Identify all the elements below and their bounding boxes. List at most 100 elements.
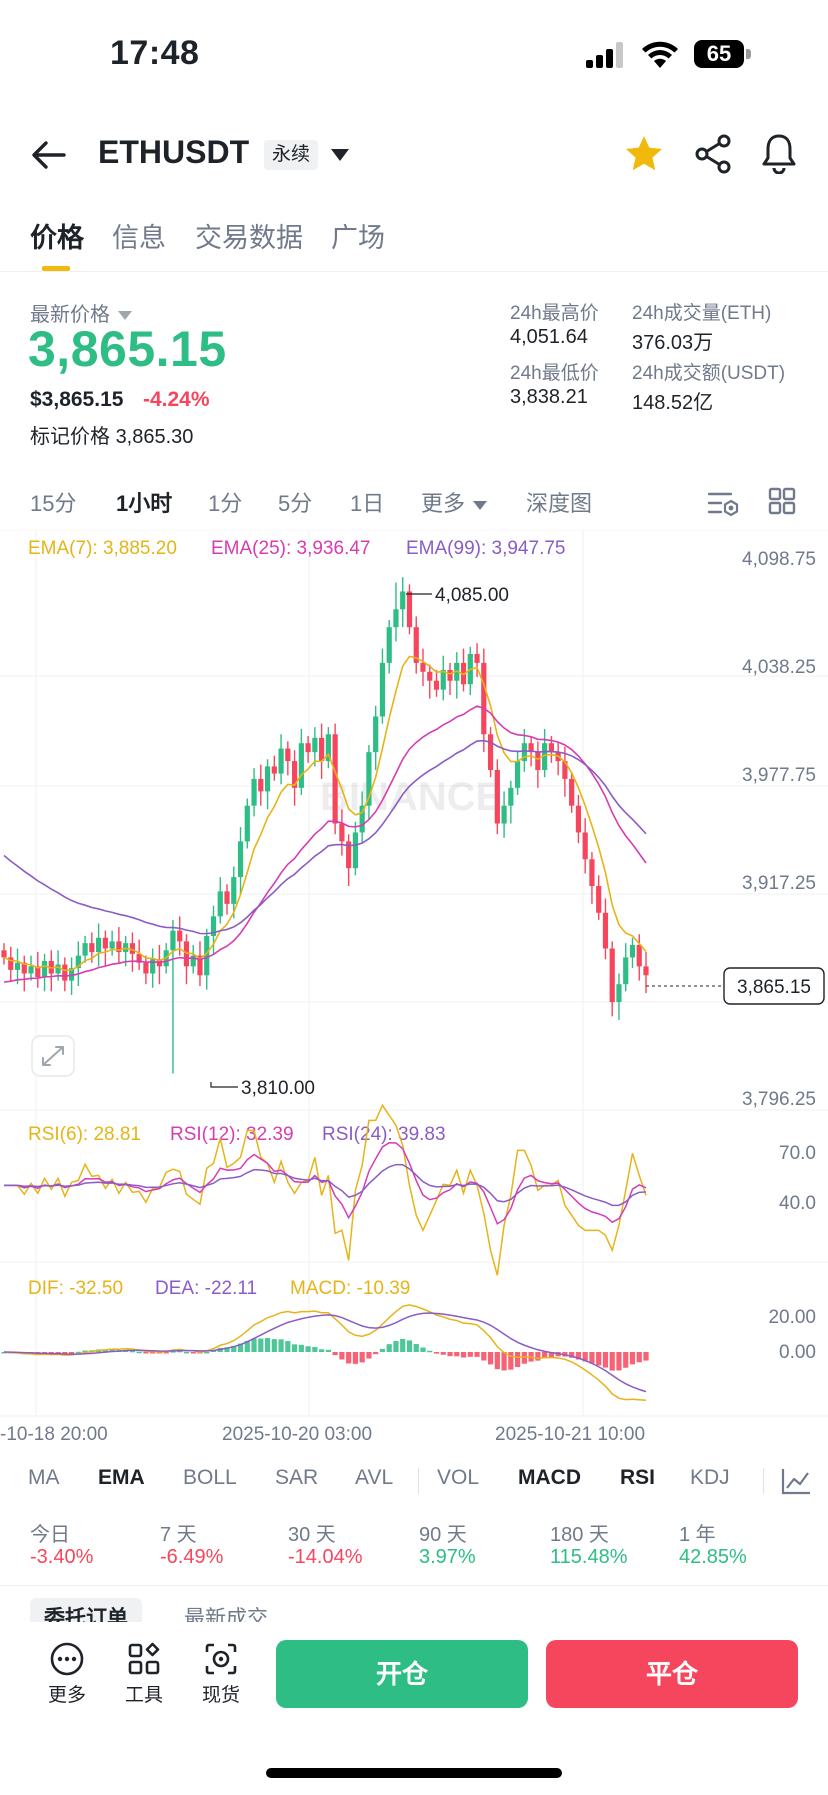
back-arrow-icon[interactable] xyxy=(30,136,68,174)
candle-body xyxy=(170,930,176,951)
perf-period: 1 年 xyxy=(679,1524,716,1546)
interval-1m[interactable]: 1分 xyxy=(208,491,243,516)
indicator-rsi[interactable]: RSI xyxy=(620,1466,656,1489)
macd-bar xyxy=(319,1349,325,1352)
tools-icon xyxy=(128,1642,160,1675)
indicator-ma[interactable]: MA xyxy=(28,1466,60,1489)
orderbook-tabs: 委托订单 最新成交 xyxy=(0,1598,828,1622)
macd-bar xyxy=(501,1352,507,1371)
macd-bar xyxy=(636,1352,642,1363)
macd-bar xyxy=(224,1347,230,1352)
indicator-tabs: MA EMA BOLL SAR AVL VOL MACD RSI KDJ xyxy=(0,1458,828,1502)
indicator-avl[interactable]: AVL xyxy=(355,1466,394,1489)
perf-value: 115.48% xyxy=(550,1546,628,1568)
interval-5m[interactable]: 5分 xyxy=(278,491,313,516)
watermark: BINANCE xyxy=(320,775,502,819)
candle-body xyxy=(602,912,609,949)
depth-chart-tab[interactable]: 深度图 xyxy=(526,491,593,516)
macd-bar xyxy=(474,1352,480,1357)
candle-body xyxy=(346,841,352,869)
rsi-line xyxy=(4,1103,647,1276)
macd-bar xyxy=(487,1352,494,1365)
candle-body xyxy=(129,943,135,954)
performance-row: 今日 -3.40% 7 天 -6.49% 30 天 -14.04% 90 天 3… xyxy=(0,1510,828,1586)
caret-down-icon[interactable] xyxy=(330,148,350,162)
macd-bar xyxy=(433,1352,440,1354)
tab-open-orders[interactable]: 委托订单 xyxy=(30,1598,142,1622)
tab-info[interactable]: 信息 xyxy=(112,223,166,253)
tab-price[interactable]: 价格 xyxy=(30,223,84,253)
high-24h-value: 4,051.64 xyxy=(510,326,588,348)
macd-bar xyxy=(521,1352,527,1364)
candle-body xyxy=(143,962,149,974)
candle-body xyxy=(197,955,203,976)
macd-bar xyxy=(535,1352,541,1361)
macd-bar xyxy=(62,1352,68,1354)
candle-body xyxy=(352,832,359,869)
caret-down-icon xyxy=(118,311,132,321)
interval-15m[interactable]: 15分 xyxy=(30,491,77,516)
candle-body xyxy=(393,609,399,628)
layout-grid-icon[interactable] xyxy=(768,486,796,516)
expand-icon[interactable] xyxy=(31,1035,75,1077)
interval-1d[interactable]: 1日 xyxy=(350,491,385,516)
chart-canvas[interactable]: BINANCE EMA(7): 3,885.20 EMA(25): 3,936.… xyxy=(0,530,828,1422)
indicator-kdj[interactable]: KDJ xyxy=(690,1466,730,1489)
macd-bar xyxy=(569,1352,575,1358)
macd-bar xyxy=(285,1341,291,1352)
candle-body xyxy=(562,761,568,779)
ema99-legend: EMA(99): 3,947.75 xyxy=(406,538,565,559)
notification-bell-icon[interactable] xyxy=(760,132,798,174)
volume-eth-value: 376.03万 xyxy=(632,332,714,354)
open-position-button[interactable]: 开仓 xyxy=(276,1640,528,1708)
tools-button[interactable]: 工具 xyxy=(109,1642,179,1707)
chart-settings-icon[interactable] xyxy=(707,488,739,518)
symbol-title[interactable]: ETHUSDT xyxy=(98,134,250,170)
macd-bar xyxy=(136,1351,142,1354)
macd-bar xyxy=(244,1340,250,1352)
macd-bar xyxy=(420,1347,426,1352)
favorite-star-icon[interactable] xyxy=(624,134,664,174)
macd-bar xyxy=(413,1344,419,1352)
x-label: 2025-10-21 10:00 xyxy=(495,1424,646,1445)
candle-body xyxy=(224,891,230,904)
high-marker-label: 4,085.00 xyxy=(435,585,509,606)
macd-bar xyxy=(454,1352,460,1357)
tab-trading-data[interactable]: 交易数据 xyxy=(195,223,303,253)
indicator-macd[interactable]: MACD xyxy=(518,1466,581,1489)
candle-body xyxy=(481,662,487,735)
indicator-sar[interactable]: SAR xyxy=(275,1466,319,1489)
last-price-label[interactable]: 最新价格 xyxy=(30,298,132,327)
close-position-button[interactable]: 平仓 xyxy=(546,1640,798,1708)
rsi12-legend: RSI(12): 32.39 xyxy=(170,1124,294,1145)
candle-body xyxy=(14,962,21,970)
macd-bar xyxy=(258,1338,264,1352)
macd-bar xyxy=(264,1338,271,1352)
kline-chart[interactable]: BINANCE EMA(7): 3,885.20 EMA(25): 3,936.… xyxy=(0,530,828,1422)
volume-usdt-label: 24h成交额(USDT) xyxy=(632,363,786,384)
mark-price: 标记价格 3,865.30 xyxy=(30,426,194,448)
candle-body xyxy=(21,962,27,974)
interval-1h[interactable]: 1小时 xyxy=(116,491,173,516)
tab-square[interactable]: 广场 xyxy=(331,223,385,253)
tab-recent-trades[interactable]: 最新成交 xyxy=(184,1607,268,1622)
indicator-vol[interactable]: VOL xyxy=(437,1466,480,1489)
candle-body xyxy=(339,823,345,842)
candle-body xyxy=(190,955,196,967)
share-icon[interactable] xyxy=(694,134,732,174)
macd-bar xyxy=(102,1349,108,1352)
macd-bar xyxy=(406,1340,413,1352)
indicator-ema[interactable]: EMA xyxy=(98,1466,145,1489)
x-label: -10-18 20:00 xyxy=(0,1424,108,1445)
macd-bar xyxy=(643,1352,649,1361)
more-button[interactable]: 更多 xyxy=(32,1642,102,1707)
spot-button[interactable]: 现货 xyxy=(186,1642,256,1707)
indicator-settings-icon[interactable] xyxy=(780,1466,812,1496)
interval-more[interactable]: 更多 xyxy=(421,486,488,518)
y-tick: 3,917.25 xyxy=(742,873,816,894)
macd-bar xyxy=(143,1352,149,1354)
candle-body xyxy=(1,950,7,958)
indicator-boll[interactable]: BOLL xyxy=(183,1466,237,1489)
candle-body xyxy=(150,959,156,974)
candle-body xyxy=(68,968,75,981)
